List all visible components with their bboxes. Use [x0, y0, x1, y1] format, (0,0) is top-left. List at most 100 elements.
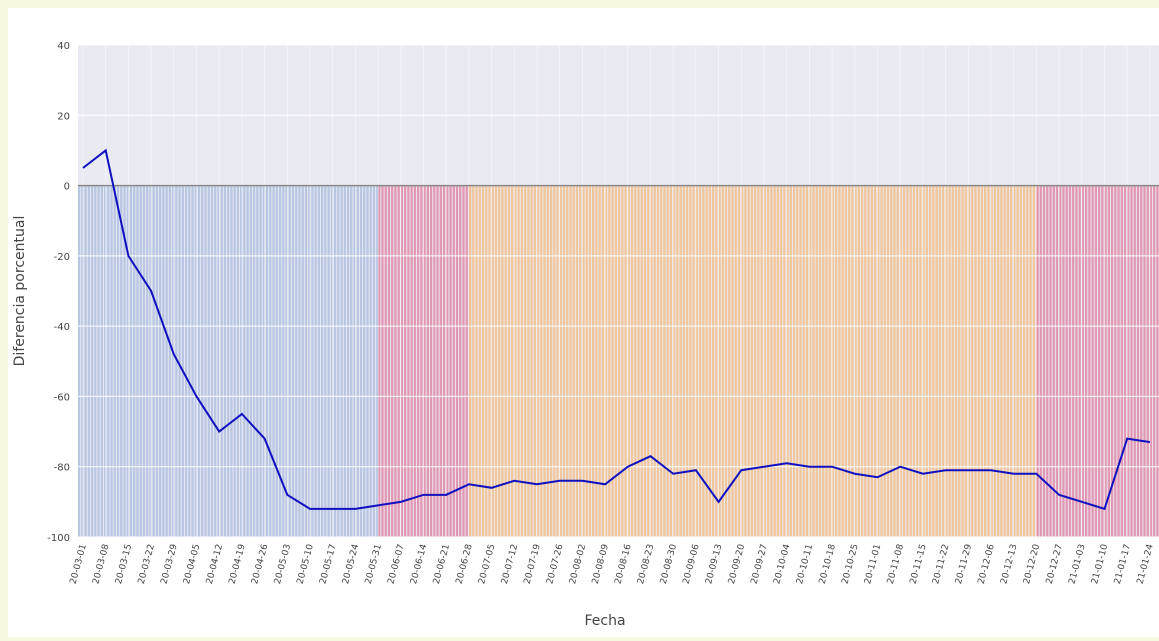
- region-bar: [997, 185, 1000, 537]
- region-bar: [295, 185, 298, 537]
- region-bar: [116, 185, 120, 537]
- region-bar: [809, 185, 812, 537]
- region-bar: [737, 185, 741, 537]
- regions: [78, 185, 1159, 537]
- region-bar: [498, 185, 501, 537]
- region-bar: [291, 185, 295, 537]
- region-bar: [828, 185, 831, 537]
- region-bar: [595, 185, 598, 537]
- region-bar: [598, 185, 601, 537]
- region-bar: [168, 185, 172, 537]
- region-bar: [1133, 185, 1136, 537]
- region: [1036, 185, 1159, 537]
- region-bar: [1022, 185, 1026, 537]
- region-bar: [938, 185, 941, 537]
- region-bar: [640, 185, 643, 537]
- region-bar: [413, 185, 417, 537]
- region-bar: [971, 185, 974, 537]
- region-bar: [298, 185, 301, 537]
- region-bar: [159, 185, 162, 537]
- region-bar: [327, 185, 330, 537]
- region-bar: [783, 185, 786, 537]
- x-axis-label: Fecha: [584, 613, 625, 629]
- region-bar: [337, 185, 340, 537]
- region-bar: [689, 185, 692, 537]
- region-bar: [643, 185, 647, 537]
- region-bar: [520, 185, 524, 537]
- region-bar: [1085, 185, 1088, 537]
- region-bar: [103, 185, 107, 537]
- region-bar: [1153, 185, 1156, 537]
- region-bar: [987, 185, 990, 537]
- region-bar: [387, 185, 391, 537]
- region-bar: [660, 185, 663, 537]
- region-bar: [285, 185, 288, 537]
- region-bar: [546, 185, 549, 537]
- region-bar: [407, 185, 410, 537]
- region-bar: [369, 185, 372, 537]
- region-bar: [446, 185, 449, 537]
- region-bar: [533, 185, 536, 537]
- region-bar: [175, 185, 178, 537]
- region-bar: [384, 185, 387, 537]
- region-bar: [1052, 185, 1055, 537]
- region-bar: [1156, 185, 1159, 537]
- region-bar: [627, 185, 630, 537]
- region: [468, 185, 1039, 537]
- region-bar: [366, 185, 369, 537]
- region-bar: [757, 185, 760, 537]
- region-bar: [870, 185, 873, 537]
- region-bar: [796, 185, 799, 537]
- region-bar: [873, 185, 877, 537]
- region-bar: [579, 185, 582, 537]
- region-bar: [741, 185, 744, 537]
- region-bar: [272, 185, 275, 537]
- region-bar: [961, 185, 964, 537]
- region-bar: [608, 185, 611, 537]
- region-bar: [346, 185, 350, 537]
- region-bar: [188, 185, 191, 537]
- region-bar: [282, 185, 285, 537]
- region-bar: [133, 185, 136, 537]
- region-bar: [217, 185, 220, 537]
- y-axis-label: Diferencia porcentual: [12, 216, 28, 367]
- region-bar: [233, 185, 236, 537]
- y-tick-label: -40: [54, 322, 70, 333]
- region-bar: [673, 185, 676, 537]
- region-bar: [980, 185, 984, 537]
- region-bar: [404, 185, 407, 537]
- region-bar: [1065, 185, 1068, 537]
- region-bar: [883, 185, 886, 537]
- region-bar: [679, 185, 682, 537]
- region-bar: [993, 185, 997, 537]
- region-bar: [919, 185, 922, 537]
- region-bar: [423, 185, 426, 537]
- region-bar: [903, 185, 906, 537]
- region-bar: [120, 185, 123, 537]
- region-bar: [81, 185, 84, 537]
- region-bar: [249, 185, 253, 537]
- region-bar: [478, 185, 481, 537]
- region-bar: [964, 185, 967, 537]
- region-bar: [624, 185, 627, 537]
- region-bar: [566, 185, 569, 537]
- region-bar: [501, 185, 504, 537]
- region-bar: [243, 185, 246, 537]
- region-bar: [511, 185, 514, 537]
- region-bar: [311, 185, 314, 537]
- region-bar: [353, 185, 356, 537]
- region-bar: [301, 185, 304, 537]
- region-bar: [663, 185, 666, 537]
- region-bar: [340, 185, 343, 537]
- region-bar: [890, 185, 893, 537]
- region-bar: [288, 185, 291, 537]
- region-bar: [155, 185, 159, 537]
- region-bar: [705, 185, 708, 537]
- region-bar: [113, 185, 116, 537]
- region-bar: [692, 185, 695, 537]
- region-bar: [653, 185, 656, 537]
- region-bar: [909, 185, 912, 537]
- data-line: [82, 148, 1151, 511]
- region-bar: [378, 185, 381, 537]
